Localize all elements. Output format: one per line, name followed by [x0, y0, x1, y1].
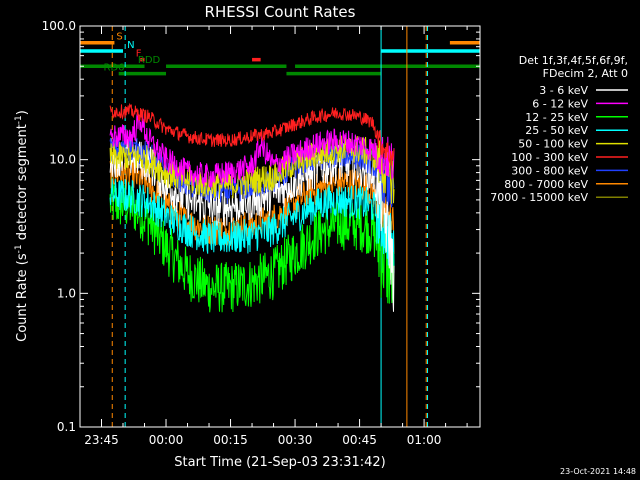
flag-label-rdd: RDD [138, 55, 161, 66]
series-layer [109, 102, 395, 313]
series-line [109, 137, 395, 209]
flag-label-n: N [127, 40, 134, 51]
y-axis-label-part: ) [15, 110, 30, 115]
x-tick-label: 23:45 [84, 433, 119, 447]
plot-frame [79, 25, 481, 428]
y-axis: 0.1 1.0 10.0 100.0 [42, 19, 480, 434]
y-tick-label: 0.1 [57, 420, 76, 434]
y-axis-label-part: detector segment [15, 124, 30, 244]
flag-label-f: F [136, 49, 142, 60]
series-line [109, 178, 395, 273]
x-tick-label: 00:15 [213, 433, 248, 447]
x-tick-label: 00:45 [342, 433, 377, 447]
flag-label-rd6: RD6 [104, 63, 125, 74]
legend-entry-label: 800 - 7000 keV [504, 178, 588, 191]
series-line [109, 112, 395, 188]
y-tick-label: 10.0 [49, 153, 76, 167]
legend-header-line: Det 1f,3f,4f,5f,6f,9f, [519, 54, 628, 67]
flag-label-s: S [116, 32, 122, 43]
legend-entry-label: 100 - 300 keV [511, 151, 588, 164]
series-line [109, 176, 395, 313]
x-axis-label: Start Time (21-Sep-03 23:31:42) [174, 455, 385, 470]
timestamp: 23-Oct-2021 14:48 [560, 467, 636, 476]
legend-entry-label: 300 - 800 keV [511, 164, 588, 177]
y-tick-label: 100.0 [42, 19, 76, 33]
series-line [109, 102, 395, 166]
legend: Det 1f,3f,4f,5f,6f,9f,FDecim 2, Att 0 3 -… [490, 54, 628, 204]
legend-entry-label: 50 - 100 keV [518, 138, 588, 151]
x-tick-label: 00:00 [149, 433, 184, 447]
y-tick-label: 1.0 [57, 286, 76, 300]
y-axis-label-part: Count Rate (s [15, 253, 30, 342]
x-tick-label: 01:00 [407, 433, 442, 447]
y-axis-label: Count Rate (s-1 detector segment-1) [14, 110, 30, 342]
chart-title: RHESSI Count Rates [205, 3, 356, 21]
legend-entry-label: 6 - 12 keV [532, 97, 588, 110]
legend-entry-label: 7000 - 15000 keV [490, 191, 588, 204]
legend-entry-label: 12 - 25 keV [525, 111, 588, 124]
x-tick-label: 00:30 [278, 433, 313, 447]
x-axis: 23:45 00:00 00:15 00:30 00:45 01:00 [79, 26, 468, 447]
y-axis-label-superscript: -1 [14, 115, 24, 124]
legend-header-line: FDecim 2, Att 0 [543, 67, 628, 80]
y-axis-label-superscript: -1 [14, 244, 24, 253]
legend-entry-label: 3 - 6 keV [539, 84, 588, 97]
legend-entry-label: 25 - 50 keV [525, 124, 588, 137]
